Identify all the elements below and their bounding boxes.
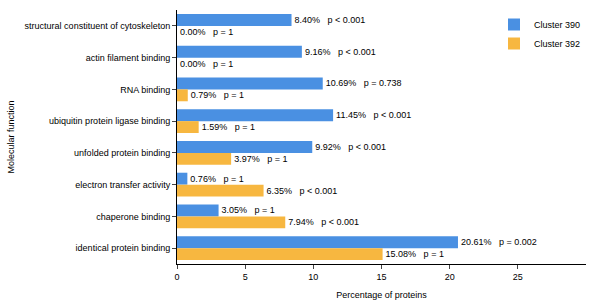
svg-text:Cluster 390: Cluster 390: [534, 20, 580, 30]
svg-text:10.69% p = 0.738: 10.69% p = 0.738: [326, 78, 402, 88]
svg-text:9.16% p < 0.001: 9.16% p < 0.001: [305, 47, 376, 57]
svg-text:RNA binding: RNA binding: [120, 85, 170, 95]
svg-text:0.00% p = 1: 0.00% p = 1: [180, 27, 233, 37]
svg-text:Molecular function: Molecular function: [6, 100, 16, 173]
svg-text:3.97% p = 1: 3.97% p = 1: [234, 154, 287, 164]
svg-text:0.76% p = 1: 0.76% p = 1: [190, 174, 243, 184]
svg-text:6.35% p < 0.001: 6.35% p < 0.001: [267, 186, 338, 196]
svg-text:25: 25: [513, 272, 523, 282]
svg-text:0.00% p = 1: 0.00% p = 1: [180, 59, 233, 69]
svg-text:ubiquitin protein ligase bindi: ubiquitin protein ligase binding: [49, 116, 170, 126]
svg-text:20: 20: [445, 272, 455, 282]
svg-text:10: 10: [308, 272, 318, 282]
svg-text:1.59% p = 1: 1.59% p = 1: [202, 122, 255, 132]
svg-text:0: 0: [174, 272, 179, 282]
svg-text:0.79% p = 1: 0.79% p = 1: [191, 90, 244, 100]
svg-text:identical protein binding: identical protein binding: [76, 243, 171, 253]
svg-text:Percentage of proteins: Percentage of proteins: [336, 290, 427, 300]
svg-text:20.61% p = 0.002: 20.61% p = 0.002: [461, 237, 537, 247]
svg-text:Cluster 392: Cluster 392: [534, 39, 580, 49]
svg-text:actin filament binding: actin filament binding: [86, 53, 171, 63]
svg-text:electron transfer activity: electron transfer activity: [75, 180, 171, 190]
svg-text:5: 5: [243, 272, 248, 282]
svg-text:7.94% p < 0.001: 7.94% p < 0.001: [288, 217, 359, 227]
svg-text:chaperone binding: chaperone binding: [96, 212, 170, 222]
svg-text:unfolded protein binding: unfolded protein binding: [74, 148, 170, 158]
svg-text:15.08% p = 1: 15.08% p = 1: [386, 249, 444, 259]
svg-text:9.92% p < 0.001: 9.92% p < 0.001: [315, 142, 386, 152]
svg-text:15: 15: [376, 272, 386, 282]
svg-text:structural constituent of cyto: structural constituent of cytoskeleton: [25, 21, 171, 31]
svg-text:8.40% p < 0.001: 8.40% p < 0.001: [295, 15, 366, 25]
svg-text:3.05% p = 1: 3.05% p = 1: [222, 205, 275, 215]
svg-text:11.45% p < 0.001: 11.45% p < 0.001: [336, 110, 411, 120]
